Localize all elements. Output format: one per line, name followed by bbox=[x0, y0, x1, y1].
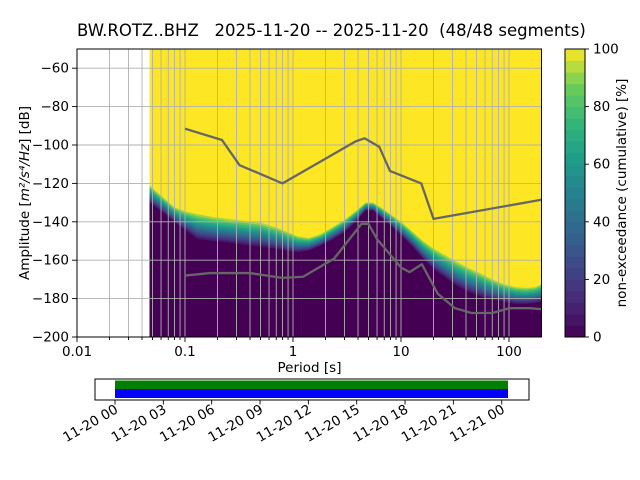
x-axis-label: Period [s] bbox=[277, 360, 342, 376]
colorbar-border bbox=[564, 48, 586, 338]
y-axis: −60 −80 −100 −120 −140 −160 −180 −200 bbox=[32, 61, 77, 346]
colorbar-step bbox=[565, 164, 585, 177]
colorbar-step bbox=[565, 325, 585, 338]
y-axis-label-suffix: ] [dB] bbox=[17, 105, 33, 144]
colorbar-step bbox=[565, 60, 585, 73]
colorbar-step bbox=[565, 152, 585, 165]
y-tick-label: −100 bbox=[32, 138, 69, 154]
colorbar-step bbox=[565, 244, 585, 257]
colorbar-step bbox=[565, 279, 585, 292]
nlnm-line bbox=[184, 222, 542, 315]
y-tick-label: −120 bbox=[32, 176, 69, 192]
coverage-tick-label: 11-21 00 bbox=[447, 402, 508, 446]
colorbar-step bbox=[565, 175, 585, 188]
grid bbox=[76, 49, 542, 337]
histogram-band bbox=[149, 202, 542, 337]
plot-title: BW.ROTZ..BHZ 2025-11-20 -- 2025-11-20 (4… bbox=[77, 21, 586, 40]
colorbar-tick-label: 0 bbox=[593, 330, 602, 346]
x-tick-label: 0.1 bbox=[174, 344, 195, 360]
x-tick-label: 100 bbox=[496, 344, 522, 360]
colorbar-step bbox=[565, 129, 585, 142]
colorbar-step bbox=[565, 210, 585, 223]
nhnm-line bbox=[184, 127, 542, 221]
coverage-bar-blue bbox=[115, 389, 508, 398]
colorbar-step bbox=[565, 233, 585, 246]
colorbar-step bbox=[565, 83, 585, 96]
colorbar-step bbox=[565, 267, 585, 280]
colorbar-step bbox=[565, 221, 585, 234]
x-tick-label: 1 bbox=[289, 344, 298, 360]
colorbar-step bbox=[565, 187, 585, 200]
colorbar-step bbox=[565, 49, 585, 62]
y-tick-label: −60 bbox=[41, 61, 70, 77]
colorbar: 0 20 40 60 80 100 bbox=[564, 42, 619, 346]
y-axis-label-prefix: Amplitude [ bbox=[17, 201, 33, 281]
colorbar-tick-label: 100 bbox=[593, 42, 619, 58]
colorbar-tick-label: 60 bbox=[593, 157, 610, 173]
x-axis: 0.01 0.1 1 10 100 bbox=[62, 337, 522, 360]
colorbar-step bbox=[565, 302, 585, 315]
colorbar-tick-label: 20 bbox=[593, 272, 610, 288]
colorbar-step bbox=[565, 95, 585, 108]
colorbar-tick-label: 40 bbox=[593, 214, 610, 230]
colorbar-tick-label: 80 bbox=[593, 99, 610, 115]
noise-models bbox=[184, 127, 542, 315]
y-tick-label: −180 bbox=[32, 291, 69, 307]
colorbar-step bbox=[565, 256, 585, 269]
y-tick-label: −200 bbox=[32, 330, 69, 346]
colorbar-step bbox=[565, 290, 585, 303]
y-tick-label: −160 bbox=[32, 253, 69, 269]
colorbar-label: non-exceedance (cumulative) [%] bbox=[614, 78, 630, 308]
y-axis-label: Amplitude [m²/s⁴/Hz] [dB] bbox=[17, 106, 33, 280]
colorbar-step bbox=[565, 118, 585, 131]
x-tick-label: 10 bbox=[392, 344, 409, 360]
colorbar-step bbox=[565, 106, 585, 119]
histogram bbox=[149, 49, 542, 337]
coverage-bar-green bbox=[115, 380, 508, 389]
y-tick-label: −80 bbox=[41, 99, 70, 115]
x-tick-label: 0.01 bbox=[62, 344, 92, 360]
colorbar-step bbox=[565, 313, 585, 326]
colorbar-step bbox=[565, 72, 585, 85]
plot-border bbox=[76, 48, 543, 338]
y-axis-label-units: m²/s⁴/Hz bbox=[17, 143, 33, 202]
y-tick-label: −140 bbox=[32, 214, 69, 230]
colorbar-step bbox=[565, 198, 585, 211]
colorbar-step bbox=[565, 141, 585, 154]
